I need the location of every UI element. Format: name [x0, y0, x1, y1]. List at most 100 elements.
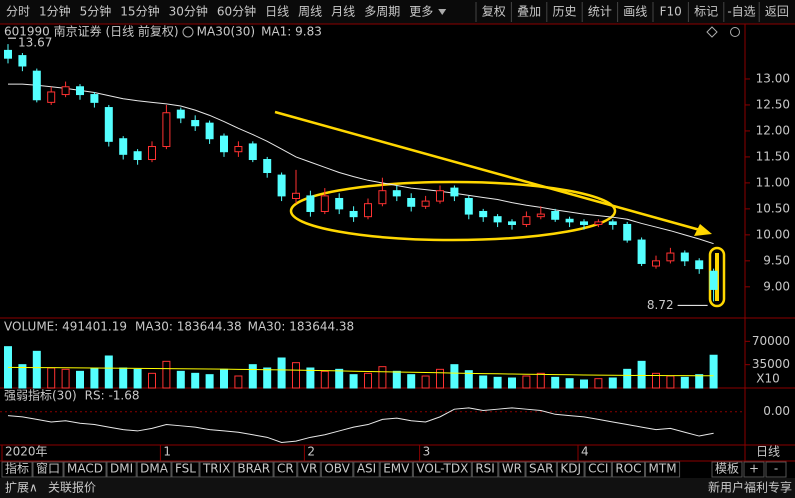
indicator-tab[interactable]: VR: [301, 462, 318, 476]
indicator-tab[interactable]: OBV: [324, 462, 350, 476]
volume-bar: [407, 374, 416, 389]
template-button[interactable]: 模板: [715, 462, 739, 476]
volume-bar: [378, 366, 387, 389]
candle-body: [378, 190, 387, 205]
candle-body: [536, 213, 545, 218]
period-button[interactable]: 15分钟: [120, 4, 159, 19]
candle-body: [277, 174, 286, 197]
circle-icon[interactable]: [730, 27, 740, 37]
period-button[interactable]: 月线: [331, 5, 355, 19]
period-button[interactable]: 多周期: [364, 5, 400, 19]
candle-body: [364, 203, 372, 218]
period-button[interactable]: 更多: [409, 5, 433, 19]
indicator-tab[interactable]: ASI: [357, 462, 376, 476]
tab-border: [471, 461, 499, 478]
low-label: 8.72: [647, 298, 674, 312]
action-button[interactable]: 返回: [765, 5, 789, 19]
candle-body: [162, 112, 171, 148]
indicator-tab[interactable]: DMI: [110, 462, 133, 476]
candle-body: [666, 252, 675, 262]
tab-border: [556, 461, 585, 478]
candle-body: [436, 190, 444, 202]
template-button[interactable]: -: [774, 462, 778, 476]
diamond-icon[interactable]: [706, 26, 718, 38]
volume-bar: [594, 378, 603, 389]
y-tick-label: 9.50: [763, 253, 790, 267]
volume-bar: [263, 367, 272, 389]
volume-bar: [32, 350, 41, 389]
indicator-tab[interactable]: KDJ: [560, 462, 581, 476]
ma-line: [8, 83, 714, 245]
period-button[interactable]: 日线: [265, 5, 289, 19]
indicator-tab[interactable]: 指标: [5, 461, 29, 476]
indicator-tab[interactable]: VOL-TDX: [416, 462, 468, 476]
volume-bar: [450, 364, 459, 389]
status-item[interactable]: 扩展∧: [5, 481, 38, 495]
indicator-tab[interactable]: 窗口: [36, 462, 60, 476]
tab-border: [63, 461, 107, 478]
indicator-tab[interactable]: EMV: [383, 462, 410, 476]
period-button[interactable]: 60分钟: [217, 4, 256, 19]
action-button[interactable]: 叠加: [517, 5, 541, 19]
volume-bar: [652, 372, 660, 389]
indicator-tab[interactable]: MACD: [67, 462, 103, 476]
candle-body: [580, 221, 588, 225]
volume-bar: [666, 375, 675, 389]
candle-body: [76, 86, 84, 96]
action-button[interactable]: -自选: [727, 5, 755, 19]
action-button[interactable]: 画线: [623, 5, 647, 19]
period-button[interactable]: 5分钟: [80, 4, 112, 19]
toolbar-bg: [0, 0, 795, 24]
volume-bar: [335, 368, 344, 389]
period-button[interactable]: 1分钟: [39, 4, 71, 19]
dropdown-icon[interactable]: [438, 9, 447, 15]
indicator-tab[interactable]: TRIX: [202, 462, 230, 476]
candle-body: [104, 107, 113, 142]
pane-title: 601990 南京证券 (日线 前复权): [4, 24, 179, 39]
candle-body: [335, 197, 344, 210]
indicator-tab[interactable]: CCI: [588, 462, 608, 476]
candle-body: [4, 49, 12, 59]
status-promo[interactable]: 新用户福利专享: [708, 480, 792, 495]
template-border: [743, 461, 765, 478]
indicator-tab[interactable]: CR: [277, 462, 294, 476]
candle-body: [191, 120, 200, 127]
volume-bar: [580, 379, 588, 389]
volume-bar: [277, 357, 286, 389]
candle-body: [320, 195, 329, 212]
indicator-tab[interactable]: MTM: [649, 462, 677, 476]
indicator-tab[interactable]: RSI: [475, 462, 495, 476]
volume-bar: [493, 376, 502, 389]
action-button[interactable]: 复权: [482, 5, 506, 19]
y-tick-label: 10.00: [756, 227, 790, 241]
tab-border: [320, 461, 354, 478]
period-button[interactable]: 周线: [298, 5, 322, 19]
candle-body: [90, 94, 99, 103]
tab-border: [498, 461, 526, 478]
volume-bar: [508, 377, 516, 389]
action-button[interactable]: 统计: [588, 5, 612, 19]
candle-body: [551, 210, 560, 220]
period-button[interactable]: 30分钟: [169, 4, 208, 19]
x-tick-label: 3: [423, 445, 431, 459]
indicator-tab[interactable]: BRAR: [237, 462, 270, 476]
settings-icon[interactable]: [182, 26, 194, 38]
indicator-tab[interactable]: SAR: [529, 462, 553, 476]
action-button[interactable]: F10: [660, 5, 682, 19]
action-button[interactable]: 历史: [552, 5, 576, 19]
period-button[interactable]: 分时: [6, 5, 30, 19]
status-item[interactable]: 关联报价: [48, 480, 96, 495]
pane-title: 强弱指标(30): [4, 388, 77, 403]
indicator-tab[interactable]: DMA: [140, 462, 169, 476]
candle-body: [479, 210, 488, 218]
volume-bar: [421, 375, 430, 389]
indicator-tab[interactable]: ROC: [615, 462, 641, 476]
action-button[interactable]: 标记: [694, 5, 718, 19]
volume-bar: [709, 354, 718, 389]
candle-body: [623, 223, 632, 241]
indicator-tab[interactable]: WR: [502, 462, 522, 476]
indicator-tab[interactable]: FSL: [175, 462, 196, 476]
candle-body: [608, 221, 617, 225]
template-button[interactable]: +: [749, 462, 759, 476]
volume-bar: [551, 376, 560, 389]
